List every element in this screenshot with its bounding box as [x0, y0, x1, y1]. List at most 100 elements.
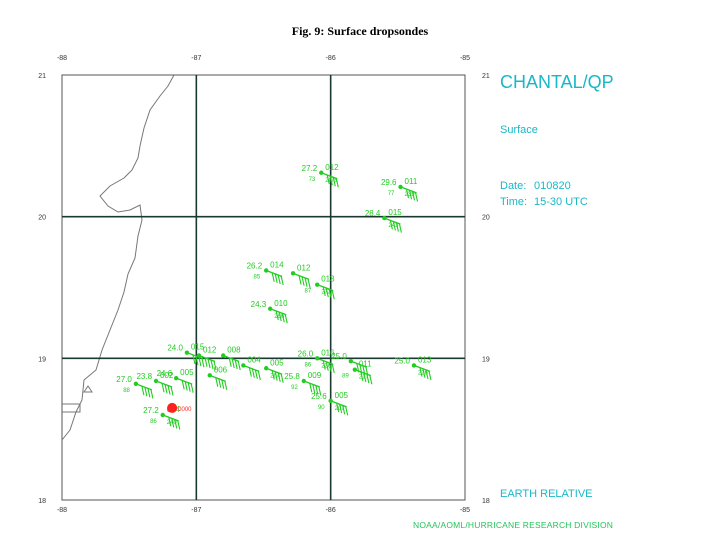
dropsonde: 89 011 217 — [342, 360, 373, 385]
sonde-pressure: 012 — [203, 346, 217, 355]
sonde-wind: 28/3 — [325, 178, 337, 184]
time-value: 15-30 UTC — [534, 196, 588, 208]
sonde-pressure: 014 — [270, 261, 284, 270]
wind-barb-shaft — [330, 400, 347, 408]
wind-barb-shaft — [317, 284, 334, 292]
wind-barb-shaft — [350, 360, 368, 368]
wind-barb-shaft — [354, 369, 372, 377]
sonde-pressure: 013 — [418, 355, 432, 364]
figure-title: Fig. 9: Surface dropsondes — [291, 24, 429, 38]
wind-barb-feather — [224, 380, 228, 391]
sonde-marker — [315, 282, 320, 287]
sonde-wind: 217 — [359, 375, 370, 381]
storm-center-label: 0000 — [178, 407, 192, 413]
wind-barb-feather — [328, 362, 332, 372]
dropsonde: 87 013 272 — [305, 275, 335, 300]
lon-tick-top: -88 — [57, 55, 67, 62]
wind-barb-shaft — [317, 357, 334, 365]
wind-barb-shaft — [162, 414, 179, 422]
sonde-dewpoint: 87 — [305, 289, 312, 295]
dropsonde: 008 — [221, 346, 241, 371]
sonde-pressure: 004 — [247, 355, 261, 364]
sonde-marker — [382, 215, 387, 221]
lon-tick-bottom: -85 — [460, 507, 470, 514]
wind-barb-feather — [329, 175, 333, 186]
wind-barb-feather — [332, 177, 336, 187]
wind-barb-feather — [331, 290, 335, 300]
wind-barb-feather — [318, 386, 322, 396]
sonde-temperature: 24.0 — [167, 344, 183, 353]
wind-barb-feather — [325, 361, 329, 371]
wind-barb-feather — [405, 189, 410, 199]
storm-center-layer: 0000 — [167, 402, 192, 413]
sonde-pressure: 005 — [270, 358, 284, 367]
dropsonde: 25.6 90 005 207 — [311, 391, 349, 416]
wind-barb-feather — [369, 375, 373, 385]
sonde-marker — [315, 356, 320, 361]
wind-barb-feather — [422, 368, 426, 378]
dropsonde: 005 264 — [263, 358, 284, 383]
wind-barb-feather — [168, 417, 172, 427]
wind-barb-shaft — [222, 354, 240, 363]
sonde-pressure: 012 — [297, 263, 311, 272]
wind-barb-feather — [187, 382, 191, 392]
wind-barb-feather — [218, 378, 222, 388]
wind-barb-feather — [274, 273, 278, 283]
wind-barb-feather — [312, 384, 316, 394]
wind-barb-feather — [257, 370, 261, 381]
wind-barb-shaft — [186, 352, 204, 360]
wind-barb-feather — [201, 358, 205, 368]
wind-barb-feather — [198, 356, 202, 367]
sonde-marker — [133, 381, 139, 387]
sonde-dewpoint: 90 — [318, 405, 325, 411]
sonde-dewpoint: 86 — [305, 362, 312, 368]
wind-barb-shaft — [265, 367, 283, 375]
wind-barb-feather — [301, 276, 305, 286]
storm-center-marker — [167, 402, 178, 413]
wind-barb-feather — [304, 277, 308, 287]
wind-barb-feather — [271, 370, 275, 380]
sonde-pressure: 006 — [214, 365, 228, 374]
sonde-marker — [196, 353, 202, 358]
wind-barb-feather — [298, 275, 302, 285]
sonde-wind: 264 — [270, 373, 281, 379]
dropsonde: 28.4 015 243 — [365, 208, 402, 233]
wind-barb-feather — [251, 368, 255, 378]
sonde-marker — [301, 378, 306, 384]
dropsonde: 012 — [290, 263, 311, 289]
dropsonde: 26.0 86 016 226 — [298, 348, 335, 374]
wind-barb-shaft — [303, 380, 321, 388]
wind-barb-feather — [213, 360, 217, 371]
sonde-pressure: 008 — [227, 346, 241, 355]
wind-barb-feather — [428, 370, 432, 381]
wind-barb-shaft — [135, 383, 153, 391]
wind-barb-feather — [398, 223, 402, 233]
sonde-marker — [160, 412, 165, 418]
wind-barb-feather — [174, 419, 178, 429]
sonde-pressure: 005 — [180, 368, 194, 377]
lon-tick-bottom: -87 — [191, 507, 201, 514]
wind-barb-feather — [335, 178, 339, 188]
dropsonde: 004 — [241, 355, 261, 381]
wind-barb-feather — [170, 386, 174, 396]
sonde-wind: 286 — [274, 314, 285, 320]
dropsonde: 25.8 92 009 — [284, 371, 322, 396]
wind-barb-shaft — [321, 172, 338, 180]
dropsonde: 23.8 002 — [136, 371, 174, 396]
wind-barb-feather — [210, 359, 214, 370]
wind-barb-feather — [144, 387, 148, 397]
wind-barb-feather — [184, 381, 188, 391]
wind-barb-shaft — [155, 380, 173, 388]
sonde-marker — [173, 375, 179, 381]
sonde-pressure: 015 — [388, 208, 402, 217]
sonde-dewpoint: 89 — [342, 374, 349, 380]
wind-barb-feather — [147, 388, 151, 398]
wind-barb-feather — [171, 418, 175, 428]
wind-barb-feather — [271, 272, 275, 282]
wind-barb-feather — [150, 389, 154, 399]
sonde-temperature: 29.6 — [381, 178, 397, 187]
dropsonde: 27.0 88 — [116, 375, 154, 399]
wind-barb-feather — [326, 174, 330, 185]
sonde-dewpoint: 73 — [309, 177, 316, 183]
